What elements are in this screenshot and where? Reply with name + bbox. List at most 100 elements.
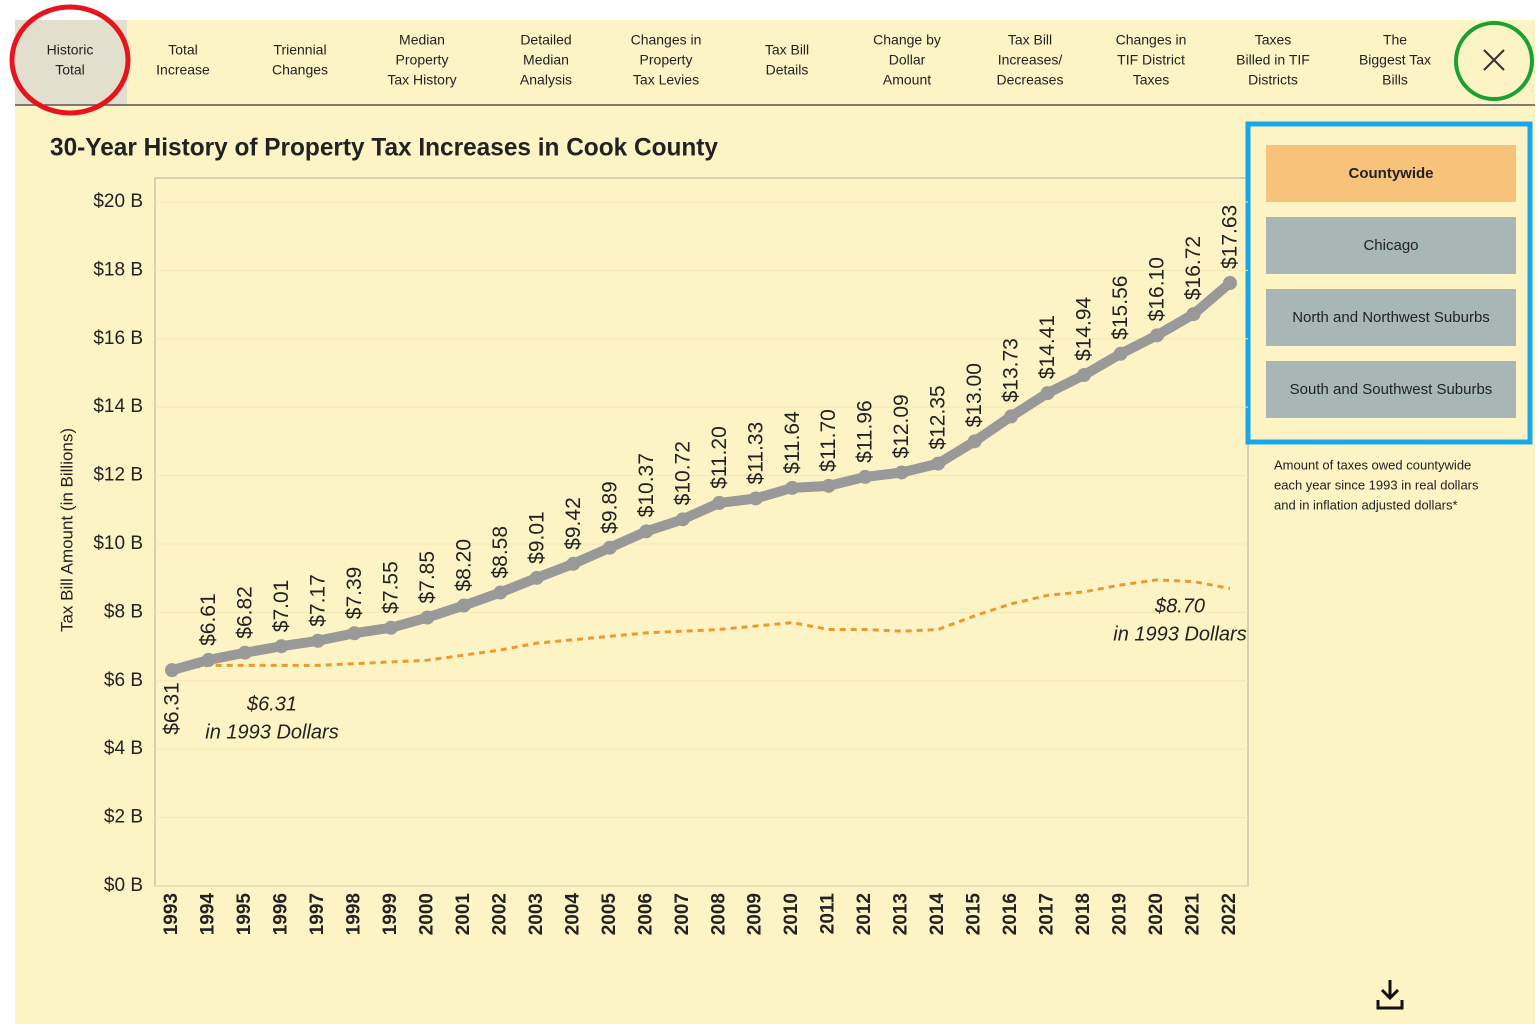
data-point <box>165 663 179 678</box>
data-point <box>274 639 289 654</box>
active-tab-bg <box>15 20 127 105</box>
y-tick-label: $18 B <box>93 259 143 280</box>
x-tick-label: 1995 <box>234 893 255 936</box>
filter-label: North and Northwest Suburbs <box>1292 309 1490 326</box>
x-tick-label: 2005 <box>599 893 620 936</box>
data-label: $6.82 <box>234 586 257 639</box>
data-point <box>493 585 508 600</box>
filter-button[interactable]: North and Northwest Suburbs <box>1266 289 1516 346</box>
nav-tab[interactable]: Total Increase <box>156 42 210 78</box>
highlight-circle <box>9 4 131 116</box>
x-tick-label: 1998 <box>343 893 364 935</box>
nav-tab[interactable]: Changes in Property Tax Levies <box>631 32 702 88</box>
data-point <box>1223 276 1237 291</box>
data-label: $16.72 <box>1182 236 1205 300</box>
description: Amount of taxes owed countywide <box>1274 457 1471 472</box>
data-label: $7.55 <box>379 561 402 614</box>
tab-label: Property <box>396 52 449 68</box>
data-label: $10.72 <box>671 441 694 505</box>
x-tick-label: 2000 <box>416 893 437 935</box>
nav-tab[interactable]: Detailed Median Analysis <box>520 32 572 88</box>
tab-label: Tax Bill <box>1008 32 1052 48</box>
tab-label: Tax Levies <box>633 72 699 88</box>
x-tick-label: 2009 <box>745 893 766 935</box>
data-point <box>1186 307 1201 322</box>
x-tick-label: 2021 <box>1183 893 1204 936</box>
tab-label: Decreases <box>997 72 1064 88</box>
nav-tab[interactable]: Taxes Billed in TIF Districts <box>1236 32 1310 88</box>
data-label: $17.63 <box>1219 205 1242 269</box>
chart-title: 30-Year History of Property Tax Increase… <box>50 134 718 162</box>
annotation: in 1993 Dollars <box>1113 623 1246 645</box>
data-label: $7.17 <box>306 574 329 627</box>
data-label: $11.33 <box>744 422 767 485</box>
nav-tab[interactable]: Tax Bill Details <box>765 42 809 78</box>
x-tick-label: 2007 <box>672 893 693 935</box>
data-point <box>675 512 690 527</box>
tab-label: Tax History <box>387 72 456 88</box>
tab-label: Changes <box>272 62 328 78</box>
tab-label: Taxes <box>1133 72 1170 88</box>
tab-label: Triennial <box>273 42 326 58</box>
tab-label: Total <box>55 62 85 78</box>
filter-label: Chicago <box>1363 237 1418 254</box>
y-tick-label: $6 B <box>104 670 143 691</box>
download-icon <box>1376 980 1404 1010</box>
highlight-box <box>1245 121 1533 445</box>
data-label: $11.70 <box>817 409 840 472</box>
x-tick-label: 1996 <box>270 893 291 935</box>
data-point <box>1077 368 1092 383</box>
filter-bg <box>1266 361 1516 418</box>
data-label: $9.89 <box>598 481 621 534</box>
y-tick-label: $2 B <box>104 807 143 828</box>
data-point <box>1040 386 1055 401</box>
filter-button[interactable]: Countywide <box>1266 145 1516 202</box>
filter-bg <box>1266 145 1516 202</box>
y-tick-label: $12 B <box>93 465 143 486</box>
close-icon <box>1483 49 1505 71</box>
data-label: $11.96 <box>854 400 877 463</box>
tab-label: Tax Bill <box>765 42 809 58</box>
download-button[interactable] <box>1376 980 1404 1010</box>
data-label: $7.85 <box>416 551 439 604</box>
data-label: $7.01 <box>270 580 293 633</box>
filter-button[interactable]: Chicago <box>1266 217 1516 274</box>
nav-tab[interactable]: Changes in TIF District Taxes <box>1116 32 1187 88</box>
nav-tab[interactable]: Historic Total <box>47 42 94 78</box>
annotation: $6.31 <box>246 693 297 715</box>
tab-label: Billed in TIF <box>1236 52 1310 68</box>
nav-tab[interactable]: Median Property Tax History <box>387 32 456 88</box>
filter-label: Countywide <box>1349 165 1434 182</box>
tab-label: Total <box>168 42 198 58</box>
tab-label: Changes in <box>631 32 702 48</box>
tab-label: Median <box>399 32 445 48</box>
tab-label: Increase <box>156 62 210 78</box>
data-label: $13.73 <box>1000 338 1023 402</box>
tab-label: Bills <box>1382 72 1408 88</box>
close-button[interactable] <box>1483 49 1505 71</box>
data-point <box>1150 328 1165 343</box>
nav-tab[interactable]: Tax Bill Increases/Decreases <box>997 32 1064 88</box>
nav-tab[interactable]: Triennial Changes <box>272 42 328 78</box>
nav-tab[interactable]: The Biggest Tax Bills <box>1359 32 1431 88</box>
tab-label: Taxes <box>1255 32 1292 48</box>
x-tick-label: 2012 <box>854 893 875 935</box>
x-tick-label: 1997 <box>307 893 328 935</box>
data-label: $7.39 <box>343 567 366 620</box>
data-point <box>420 610 435 625</box>
tab-label: Historic <box>47 42 94 58</box>
x-tick-label: 2020 <box>1146 893 1167 935</box>
description: each year since 1993 in real dollars <box>1274 477 1479 492</box>
data-label: $11.20 <box>708 426 731 489</box>
x-tick-label: 2010 <box>781 893 802 935</box>
x-tick-label: 2016 <box>1000 893 1021 935</box>
x-tick-label: 2022 <box>1219 893 1240 935</box>
data-point <box>529 570 544 585</box>
data-label: $14.94 <box>1073 296 1096 361</box>
nav-tab[interactable]: Change by Dollar Amount <box>873 32 941 88</box>
filter-bg <box>1266 289 1516 346</box>
y-tick-label: $20 B <box>93 191 143 212</box>
filter-button[interactable]: South and Southwest Suburbs <box>1266 361 1516 418</box>
y-axis-label: Tax Bill Amount (in Billions) <box>57 428 76 632</box>
y-tick-label: $4 B <box>104 738 143 759</box>
